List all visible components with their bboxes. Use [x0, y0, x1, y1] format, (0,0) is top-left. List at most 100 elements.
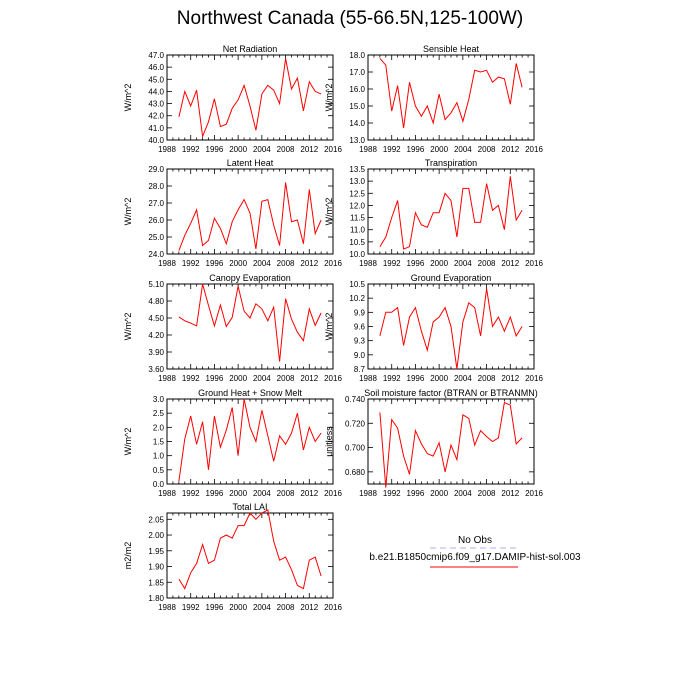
- x-tick-label: 1988: [359, 489, 377, 498]
- panel-title: Canopy Evaporation: [209, 273, 291, 283]
- y-tick-label: 13.0: [349, 136, 365, 145]
- x-tick-label: 1992: [383, 374, 401, 383]
- series-line-latent-heat: [178, 182, 322, 251]
- y-tick-label: 43.0: [148, 100, 164, 109]
- panel-soil-moisture-factor-btran-or-btranmn: Soil moisture factor (BTRAN or BTRANMN) u…: [324, 388, 543, 498]
- y-tick-label: 27.0: [148, 199, 164, 208]
- series-line-canopy-evaporation: [178, 283, 322, 362]
- y-tick-label: 4.80: [148, 297, 164, 306]
- x-tick-label: 2012: [300, 145, 318, 154]
- legend: No Obs b.e21.B1850cmip6.f09_g17.DAMIP-his…: [369, 535, 581, 568]
- x-tick-label: 2012: [300, 259, 318, 268]
- x-tick-label: 1996: [407, 374, 425, 383]
- y-tick-label: 10.0: [349, 250, 365, 259]
- y-tick-label: 47.0: [148, 51, 164, 60]
- y-tick-label: 0.720: [345, 419, 366, 428]
- y-tick-label: 11.0: [350, 226, 366, 235]
- x-tick-label: 1996: [206, 259, 224, 268]
- y-tick-label: 16.0: [349, 85, 365, 94]
- series-line-sensible-heat: [379, 58, 523, 129]
- y-tick-label: 45.0: [148, 75, 164, 84]
- x-tick-label: 2008: [277, 145, 295, 154]
- y-tick-label: 9.9: [354, 308, 366, 317]
- y-tick-label: 0.0: [153, 480, 165, 489]
- panel-title: Ground Heat + Snow Melt: [198, 388, 302, 398]
- x-tick-label: 2000: [229, 374, 247, 383]
- y-tick-label: 44.0: [148, 87, 164, 96]
- plot-frame: [367, 168, 535, 255]
- y-tick-label: 10.5: [349, 280, 365, 289]
- x-tick-label: 2012: [501, 374, 519, 383]
- y-tick-label: 17.0: [349, 68, 365, 77]
- y-tick-label: 12.5: [349, 189, 365, 198]
- x-tick-label: 1996: [407, 259, 425, 268]
- x-tick-label: 2012: [300, 603, 318, 612]
- legend-label-obs: No Obs: [458, 535, 492, 546]
- x-tick-label: 1992: [182, 145, 200, 154]
- y-tick-label: 5.10: [148, 280, 164, 289]
- y-tick-label: 9.3: [354, 337, 366, 346]
- y-axis-label: W/m^2: [123, 84, 133, 112]
- y-tick-label: 2.5: [153, 409, 165, 418]
- y-tick-label: 11.5: [350, 214, 366, 223]
- x-tick-label: 2012: [501, 259, 519, 268]
- x-tick-label: 1988: [158, 603, 176, 612]
- y-tick-label: 24.0: [148, 250, 164, 259]
- x-tick-label: 2016: [525, 489, 543, 498]
- plot-frame: [166, 512, 334, 599]
- x-tick-label: 2016: [525, 145, 543, 154]
- x-tick-label: 1996: [206, 145, 224, 154]
- panel-total-lai: Total LAI m2/m2 1988 1992 1996 2000 2004 2008 20…: [123, 502, 342, 612]
- y-tick-label: 2.00: [148, 531, 164, 540]
- y-tick-label: 4.50: [148, 314, 164, 323]
- y-tick-label: 26.0: [148, 216, 164, 225]
- plot-frame: [166, 283, 334, 370]
- y-tick-label: 29.0: [148, 165, 164, 174]
- x-tick-label: 2012: [501, 145, 519, 154]
- x-tick-label: 2000: [430, 145, 448, 154]
- x-tick-label: 1992: [182, 489, 200, 498]
- y-axis-label: W/m^2: [123, 428, 133, 456]
- x-tick-label: 2008: [277, 259, 295, 268]
- x-tick-label: 2000: [229, 489, 247, 498]
- panel-title: Ground Evaporation: [411, 273, 492, 283]
- y-axis-label: unitless: [324, 426, 334, 457]
- y-tick-label: 40.0: [148, 136, 164, 145]
- y-tick-label: 3.60: [148, 365, 164, 374]
- panel-title: Total LAI: [232, 502, 267, 512]
- x-tick-label: 1988: [359, 145, 377, 154]
- y-tick-label: 4.20: [148, 331, 164, 340]
- y-tick-label: 18.0: [349, 51, 365, 60]
- x-tick-label: 1996: [206, 489, 224, 498]
- x-tick-label: 1992: [182, 259, 200, 268]
- x-tick-label: 2004: [454, 489, 472, 498]
- x-tick-label: 1988: [359, 259, 377, 268]
- x-tick-label: 1996: [206, 374, 224, 383]
- series-line-ground-evaporation: [379, 288, 523, 370]
- panel-ground-heat-snow-melt: Ground Heat + Snow Melt W/m^2 1988 1992 1996…: [123, 388, 342, 498]
- y-tick-label: 28.0: [148, 182, 164, 191]
- x-tick-label: 2012: [300, 374, 318, 383]
- x-tick-label: 2004: [253, 603, 271, 612]
- x-tick-label: 1992: [383, 145, 401, 154]
- x-tick-label: 1992: [383, 259, 401, 268]
- panel-title: Latent Heat: [227, 158, 274, 168]
- x-tick-label: 1996: [407, 145, 425, 154]
- x-tick-label: 2008: [277, 374, 295, 383]
- series-line-net-radiation: [178, 58, 322, 139]
- y-tick-label: 1.90: [148, 563, 164, 572]
- x-tick-label: 2000: [430, 259, 448, 268]
- panel-transpiration: Transpiration W/m^2 1988 1992 1996 2000 2004 20…: [324, 158, 543, 268]
- y-tick-label: 1.80: [148, 594, 164, 603]
- x-tick-label: 2004: [454, 145, 472, 154]
- panel-net-radiation: Net Radiation W/m^2 1988 1992 1996 2000 2004 20…: [123, 44, 342, 154]
- plot-frame: [166, 168, 334, 255]
- panel-title: Soil moisture factor (BTRAN or BTRANMN): [364, 388, 538, 398]
- y-tick-label: 10.2: [349, 294, 365, 303]
- x-tick-label: 2012: [501, 489, 519, 498]
- x-tick-label: 2008: [478, 374, 496, 383]
- panel-canopy-evaporation: Canopy Evaporation W/m^2 1988 1992 1996 2000 2…: [123, 273, 342, 383]
- x-tick-label: 2016: [324, 374, 342, 383]
- x-tick-label: 2004: [454, 259, 472, 268]
- y-tick-label: 0.5: [153, 466, 165, 475]
